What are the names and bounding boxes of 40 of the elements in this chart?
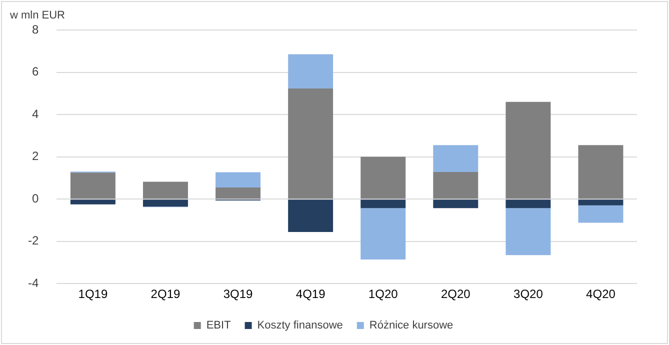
x-tick-label: 4Q19 xyxy=(296,287,326,302)
legend-label: Różnice kursowe xyxy=(369,320,454,332)
bar xyxy=(142,182,188,199)
bar xyxy=(578,145,624,199)
x-tick-label: 3Q20 xyxy=(514,287,544,302)
x-tick-label: 2Q19 xyxy=(150,287,180,302)
bar xyxy=(288,200,334,232)
bar xyxy=(288,88,334,199)
bar xyxy=(506,102,551,199)
bar xyxy=(360,156,406,199)
y-tick-label: -4 xyxy=(28,276,39,290)
bar xyxy=(142,200,188,207)
bar xyxy=(70,172,116,199)
bar xyxy=(578,200,624,206)
bar xyxy=(360,200,406,208)
bar xyxy=(216,187,261,199)
y-axis-title: w mln EUR xyxy=(9,10,66,22)
bar xyxy=(506,200,551,208)
bar xyxy=(506,208,551,256)
y-tick-label: 2 xyxy=(32,149,39,164)
y-tick-label: 0 xyxy=(32,191,39,206)
bar xyxy=(360,208,406,260)
legend-label: Koszty finansowe xyxy=(257,320,343,332)
x-tick-label: 1Q19 xyxy=(78,287,108,302)
y-tick-label: 6 xyxy=(32,64,39,79)
bar xyxy=(433,145,478,172)
bar xyxy=(578,205,624,223)
x-tick-label: 2Q20 xyxy=(440,287,471,302)
y-tick-label: -2 xyxy=(28,234,39,248)
legend-label: EBIT xyxy=(206,320,232,332)
bar xyxy=(433,172,478,199)
x-tick-label: 4Q20 xyxy=(586,287,616,302)
bar xyxy=(216,172,261,188)
bar xyxy=(288,54,334,89)
bar xyxy=(433,200,478,208)
y-tick-label: 4 xyxy=(32,106,39,121)
x-tick-label: 3Q19 xyxy=(223,287,254,302)
bar xyxy=(70,200,116,204)
y-tick-label: 8 xyxy=(32,22,39,36)
x-tick-label: 1Q20 xyxy=(368,287,398,302)
